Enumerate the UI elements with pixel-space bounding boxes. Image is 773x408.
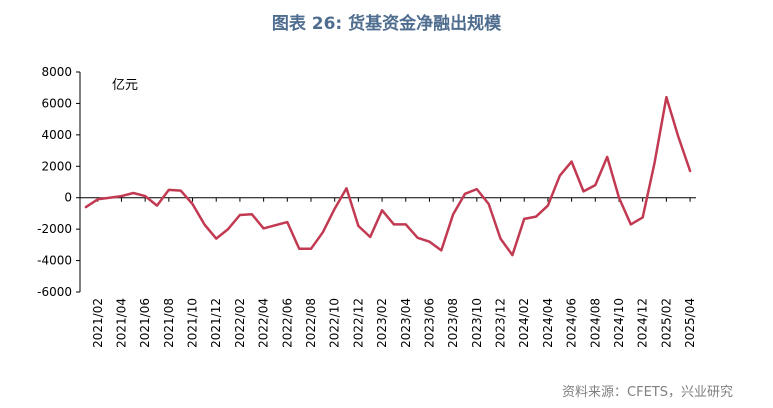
x-tick-label: 2023/12 — [494, 298, 508, 348]
unit-label: 亿元 — [112, 78, 138, 93]
x-tick-label: 2024/04 — [541, 298, 555, 348]
y-tick-label: 4000 — [41, 128, 72, 142]
x-tick-label: 2022/04 — [257, 298, 271, 348]
x-tick-label: 2023/10 — [470, 298, 484, 348]
x-tick-label: 2024/12 — [636, 298, 650, 348]
x-tick-label: 2024/08 — [588, 298, 602, 348]
x-tick-label: 2021/08 — [162, 298, 176, 348]
series-line — [84, 95, 692, 257]
x-tick-label: 2022/10 — [328, 298, 342, 348]
x-tick-label: 2021/02 — [91, 298, 105, 348]
x-tick-label: 2021/04 — [114, 298, 128, 348]
x-tick-label: 2022/08 — [304, 298, 318, 348]
x-tick-label: 2023/04 — [399, 298, 413, 348]
x-tick-label: 2022/12 — [351, 298, 365, 348]
x-tick-label: 2024/02 — [517, 298, 531, 348]
x-tick-label: 2021/06 — [138, 298, 152, 348]
y-tick-label: 8000 — [41, 65, 72, 79]
x-tick-label: 2021/10 — [186, 298, 200, 348]
chart-title: 图表 26: 货基资金净融出规模 — [271, 14, 502, 34]
y-tick-label: -2000 — [37, 222, 72, 236]
x-tick-label: 2022/06 — [280, 298, 294, 348]
x-tick-label: 2025/02 — [659, 298, 673, 348]
x-tick-label: 2022/02 — [233, 298, 247, 348]
y-tick-label: -6000 — [37, 285, 72, 299]
x-tick-label: 2024/10 — [612, 298, 626, 348]
x-tick-label: 2023/06 — [422, 298, 436, 348]
x-tick-label: 2021/12 — [209, 298, 223, 348]
y-tick-label: 2000 — [41, 159, 72, 173]
x-tick-label: 2024/06 — [565, 298, 579, 348]
y-tick-label: -4000 — [37, 254, 72, 268]
x-tick-label: 2025/04 — [683, 298, 697, 348]
x-tick-label: 2023/08 — [446, 298, 460, 348]
y-tick-label: 0 — [64, 191, 72, 205]
y-tick-label: 6000 — [41, 96, 72, 110]
x-tick-label: 2023/02 — [375, 298, 389, 348]
source-note: 资料来源：CFETS，兴业研究 — [562, 385, 733, 400]
